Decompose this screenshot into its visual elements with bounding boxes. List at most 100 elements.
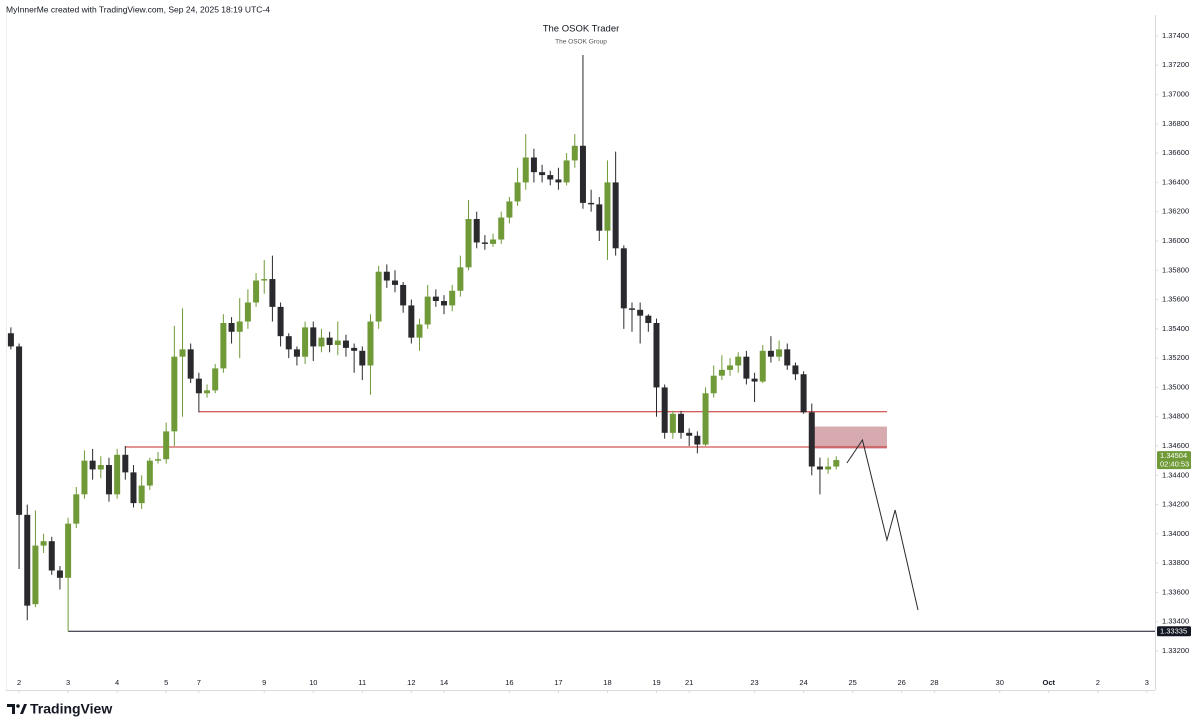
candle <box>465 199 472 271</box>
supply-zone <box>811 426 887 449</box>
candle-body <box>735 356 742 366</box>
candle <box>146 457 153 490</box>
x-tick-label: 7 <box>197 678 201 687</box>
candle <box>612 151 619 256</box>
candle-body <box>56 570 63 578</box>
x-tick-label: 2 <box>17 678 21 687</box>
candle-body <box>628 308 635 310</box>
candle-body <box>293 349 300 357</box>
candle <box>40 533 47 553</box>
candle <box>628 302 635 332</box>
price-level-label: 1.33335 <box>1160 626 1187 635</box>
candle <box>228 317 235 344</box>
candle <box>285 333 292 359</box>
candle <box>114 448 121 499</box>
logo-mark <box>16 704 20 708</box>
candle-body <box>130 472 137 504</box>
candle-body <box>530 157 537 173</box>
candle-body <box>24 514 31 606</box>
candle <box>563 153 570 186</box>
candle <box>735 352 742 373</box>
candle <box>334 321 341 356</box>
candle <box>73 487 80 529</box>
y-tick-label: 1.36400 <box>1162 177 1189 186</box>
candle-body <box>391 280 398 285</box>
candle <box>449 284 456 312</box>
y-tick-label: 1.36200 <box>1162 207 1189 216</box>
candle <box>359 346 366 381</box>
candle-body <box>571 145 578 161</box>
candle-body <box>326 337 333 345</box>
candle-body <box>612 182 619 249</box>
candle <box>253 273 260 307</box>
candle-body <box>678 413 685 433</box>
candle <box>604 160 611 261</box>
candle <box>751 372 758 403</box>
countdown: 02:40:53 <box>1160 460 1189 469</box>
candle <box>481 235 488 250</box>
x-tick-label: 21 <box>685 678 693 687</box>
candle <box>596 197 603 241</box>
y-tick-label: 1.36800 <box>1162 119 1189 128</box>
candle-body <box>383 271 390 281</box>
candle-body <box>253 280 260 303</box>
candle <box>293 346 300 366</box>
candle <box>718 355 725 381</box>
candle-body <box>195 378 202 394</box>
y-tick-label: 1.34000 <box>1162 529 1189 538</box>
candle-body <box>302 327 309 357</box>
candle-body <box>481 242 488 244</box>
candle <box>473 211 480 249</box>
candle <box>678 410 685 439</box>
candle-body <box>318 337 325 347</box>
candle-body <box>702 393 709 445</box>
candle-body <box>105 465 112 495</box>
brand-logo: TradingView <box>7 701 112 717</box>
candle <box>375 265 382 329</box>
logo-mark <box>20 704 27 714</box>
candle <box>490 233 497 247</box>
candle <box>743 350 750 385</box>
candle <box>694 431 701 454</box>
x-tick-label: 16 <box>505 678 513 687</box>
candle <box>105 457 112 502</box>
logo-mark <box>7 704 15 714</box>
candle <box>391 270 398 293</box>
candle-body <box>351 347 358 351</box>
x-tick-label: 14 <box>440 678 448 687</box>
candle <box>122 446 129 480</box>
candle-body <box>359 350 366 366</box>
candle <box>579 54 586 209</box>
candle-body <box>16 346 23 515</box>
candle-body <box>212 368 219 391</box>
candle-body <box>204 390 211 394</box>
price-level-tag <box>1157 626 1191 637</box>
candle <box>269 255 276 322</box>
x-tick-label: 24 <box>799 678 807 687</box>
x-tick-label: 28 <box>930 678 938 687</box>
candle-body <box>465 219 472 268</box>
candle-body <box>138 485 145 504</box>
candle-body <box>400 284 407 306</box>
candle-body <box>285 336 292 350</box>
x-tick-label: 19 <box>652 678 660 687</box>
y-tick-label: 1.35000 <box>1162 382 1189 391</box>
candle-body <box>334 340 341 345</box>
candle <box>702 387 709 447</box>
candle <box>7 327 14 350</box>
candle-body <box>776 349 783 357</box>
chart-title: The OSOK Trader <box>543 24 620 35</box>
candle <box>555 167 562 190</box>
candle-body <box>645 315 652 323</box>
candle <box>244 289 251 329</box>
candle <box>776 340 783 362</box>
candle-body <box>122 454 129 473</box>
candle <box>318 328 325 353</box>
candle-body <box>579 145 586 203</box>
candle-body <box>367 321 374 366</box>
candle <box>767 336 774 363</box>
candle-body <box>432 296 439 302</box>
candle-body <box>751 378 758 382</box>
candle <box>195 372 202 413</box>
candle-body <box>220 322 227 369</box>
